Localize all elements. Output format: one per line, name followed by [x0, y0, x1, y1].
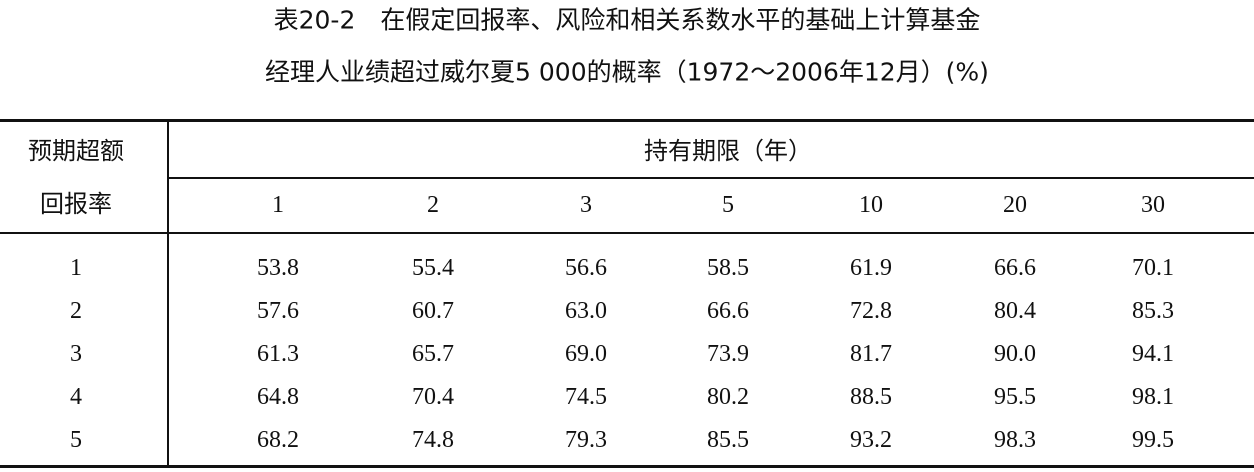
cell: 80.4	[994, 298, 1036, 324]
cell: 94.1	[1132, 341, 1174, 367]
row-header: 预期超额	[28, 139, 124, 165]
header-rule	[0, 232, 1254, 234]
column-header: 20	[1003, 192, 1027, 218]
cell: 85.5	[707, 427, 749, 453]
cell: 70.1	[1132, 255, 1174, 281]
cell: 81.7	[850, 341, 892, 367]
cell: 55.4	[412, 255, 454, 281]
cell: 66.6	[994, 255, 1036, 281]
row-label: 4	[70, 384, 82, 410]
title-line: 经理人业绩超过威尔夏5 000的概率（1972～2006年12月）(%)	[265, 57, 989, 87]
title-line: 表20-2 在假定回报率、风险和相关系数水平的基础上计算基金	[273, 5, 981, 35]
row-label: 1	[70, 255, 82, 281]
cell: 61.9	[850, 255, 892, 281]
cell: 98.3	[994, 427, 1036, 453]
cell: 64.8	[257, 384, 299, 410]
cell: 80.2	[707, 384, 749, 410]
column-header: 1	[272, 192, 284, 218]
cell: 90.0	[994, 341, 1036, 367]
row-label: 2	[70, 298, 82, 324]
top-rule	[0, 119, 1254, 122]
cell: 79.3	[565, 427, 607, 453]
column-header: 2	[427, 192, 439, 218]
cell: 74.8	[412, 427, 454, 453]
cell: 74.5	[565, 384, 607, 410]
cell: 63.0	[565, 298, 607, 324]
cell: 53.8	[257, 255, 299, 281]
cell: 68.2	[257, 427, 299, 453]
cell: 57.6	[257, 298, 299, 324]
cell: 93.2	[850, 427, 892, 453]
cell: 85.3	[1132, 298, 1174, 324]
column-header: 5	[722, 192, 734, 218]
column-divider	[167, 120, 169, 467]
bottom-rule	[0, 465, 1254, 468]
cell: 98.1	[1132, 384, 1174, 410]
column-group: 持有期限（年）	[644, 139, 812, 165]
group-rule	[168, 177, 1254, 179]
row-label: 5	[70, 427, 82, 453]
cell: 60.7	[412, 298, 454, 324]
cell: 61.3	[257, 341, 299, 367]
column-header: 30	[1141, 192, 1165, 218]
cell: 70.4	[412, 384, 454, 410]
column-header: 3	[580, 192, 592, 218]
cell: 65.7	[412, 341, 454, 367]
cell: 95.5	[994, 384, 1036, 410]
cell: 73.9	[707, 341, 749, 367]
cell: 72.8	[850, 298, 892, 324]
cell: 69.0	[565, 341, 607, 367]
cell: 58.5	[707, 255, 749, 281]
cell: 88.5	[850, 384, 892, 410]
column-header: 10	[859, 192, 883, 218]
row-header: 回报率	[40, 192, 112, 218]
cell: 99.5	[1132, 427, 1174, 453]
cell: 66.6	[707, 298, 749, 324]
row-label: 3	[70, 341, 82, 367]
cell: 56.6	[565, 255, 607, 281]
